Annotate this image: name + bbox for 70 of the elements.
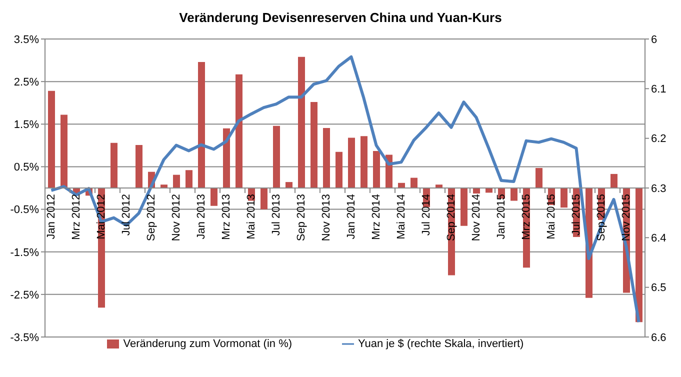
bar (260, 188, 268, 210)
x-tick-label: Sep 2012 (145, 194, 158, 242)
x-tick-label: Sep 2014 (445, 194, 458, 242)
y2-tick-label: 6.3 (651, 182, 666, 195)
y2-tick-label: 6.5 (651, 282, 666, 294)
x-tick-label: Mai 2012 (95, 194, 108, 240)
y-tick-label: 1.5% (14, 119, 40, 132)
x-tick-label: Jul 2012 (120, 194, 132, 236)
bar (610, 174, 618, 188)
legend-label: Veränderung zum Vormonat (in %) (123, 338, 292, 350)
bar (186, 170, 192, 188)
x-tick-label: Sep 2015 (595, 194, 608, 242)
y2-tick-label: 6.4 (651, 232, 666, 245)
x-tick-label: Jul 2015 (570, 194, 582, 236)
bar (323, 128, 330, 188)
bar (110, 142, 118, 188)
y-tick-label: -0.5% (10, 204, 40, 216)
bar (410, 178, 418, 188)
legend-label: Yuan je $ (rechte Skala, invertiert) (358, 338, 524, 350)
bar (60, 114, 68, 188)
y-tick-label: 0.5% (14, 162, 40, 174)
bar (210, 188, 218, 206)
bar (348, 138, 355, 188)
y-tick-label: -1.5% (10, 246, 40, 259)
y2-tick-label: 6.2 (651, 133, 666, 146)
bar (48, 90, 55, 188)
x-tick-label: Nov 2015 (620, 194, 632, 242)
y-tick-label: 2.5% (14, 76, 40, 88)
x-tick-label: Jan 2012 (45, 194, 58, 240)
bar (460, 188, 468, 226)
bar (636, 188, 642, 322)
bar (198, 62, 205, 188)
bar (510, 188, 518, 201)
x-tick-label: Jan 2013 (195, 194, 208, 240)
x-tick-label: Sep 2013 (295, 194, 308, 242)
y2-tick-label: 6 (651, 34, 658, 46)
x-tick-label: Jan 2014 (345, 194, 358, 240)
x-tick-label: Jul 2013 (270, 194, 282, 236)
y2-tick-label: 6.6 (651, 332, 666, 344)
bar (236, 74, 242, 188)
bar (173, 174, 180, 188)
x-tick-label: Mrz 2012 (70, 194, 82, 240)
x-tick-label: Mai 2015 (545, 194, 558, 240)
bar (336, 152, 342, 188)
bar (273, 126, 280, 188)
x-tick-label: Mrz 2014 (370, 194, 382, 240)
x-tick-label: Mai 2014 (395, 194, 408, 240)
x-tick-label: Nov 2014 (470, 194, 482, 242)
x-tick-label: Nov 2012 (170, 194, 182, 242)
bar (298, 56, 305, 188)
x-tick-label: Jan 2015 (495, 194, 508, 240)
bar (310, 102, 318, 188)
y2-tick-label: 6.1 (651, 84, 666, 96)
y-tick-label: 3.5% (14, 34, 40, 46)
bar (373, 150, 380, 188)
bar (560, 188, 568, 208)
bar (136, 145, 142, 188)
bar (473, 188, 480, 194)
y-tick-label: -3.5% (10, 332, 40, 344)
x-tick-label: Jul 2014 (420, 194, 432, 236)
bar (223, 128, 230, 188)
bar (536, 168, 542, 188)
bar (286, 182, 292, 188)
y-tick-label: -2.5% (10, 289, 40, 302)
x-tick-label: Nov 2013 (320, 194, 332, 242)
x-tick-label: Mai 2013 (245, 194, 258, 240)
bar (360, 136, 368, 188)
x-tick-label: Mrz 2013 (220, 194, 232, 240)
x-tick-label: Mrz 2015 (520, 194, 532, 240)
chart-title: Veränderung Devisenreserven China und Yuan-Kurs (178, 9, 503, 27)
